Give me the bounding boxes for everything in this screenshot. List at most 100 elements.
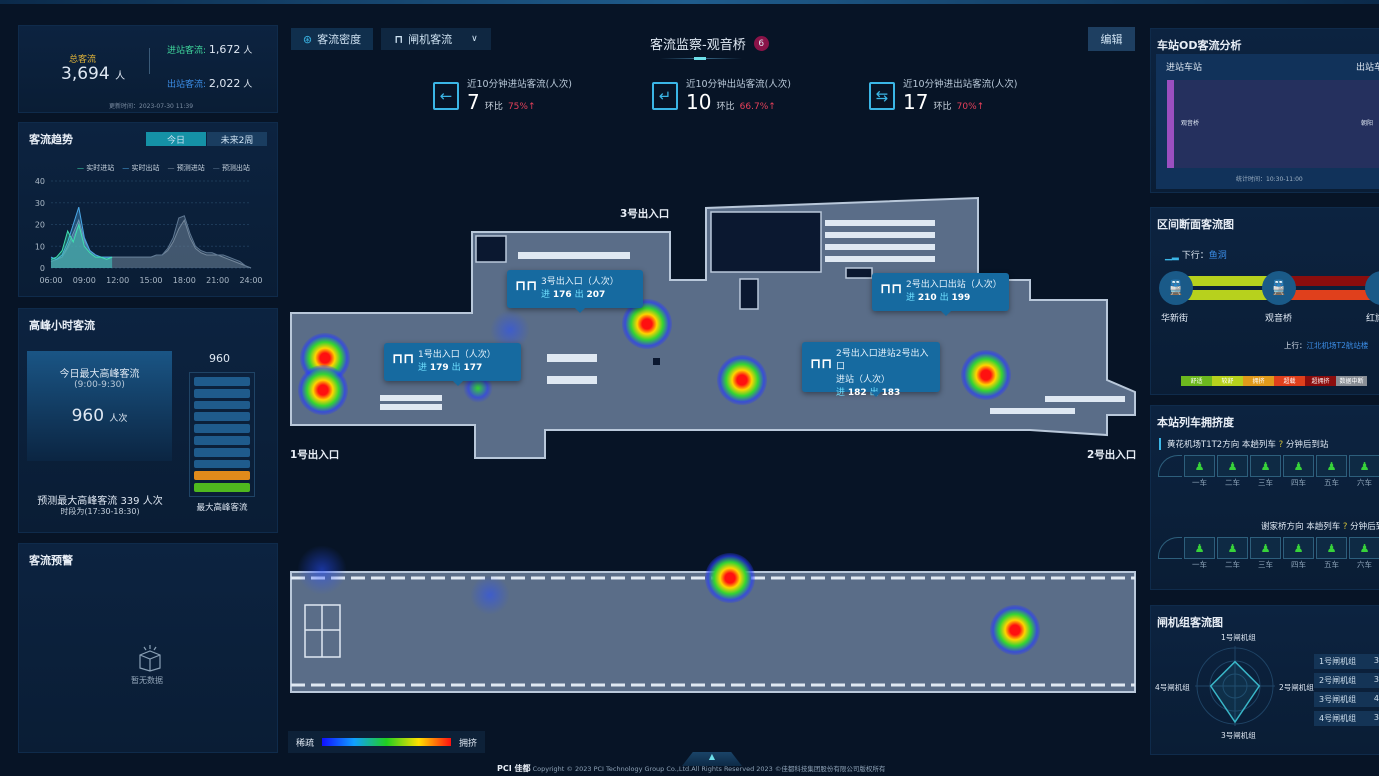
stat-total-value: 17 — [903, 90, 929, 114]
crowd-legend: 舒适 较舒 拥挤 超载 超拥挤 数据中断 — [1181, 376, 1367, 386]
crowd-title: 本站列车拥挤度 — [1157, 416, 1234, 429]
crowd-panel: 本站列车拥挤度 黄花机场T1T2方向 本趟列车 ? 分钟后到站 ♟ 一车 ♟ 二车 ♟ 三… — [1150, 405, 1379, 590]
y-tick-label: 0 — [40, 264, 45, 273]
train-cars-dir1: ♟ 一车 ♟ 二车 ♟ 三车 ♟ 四车 ♟ 五车 ♟ 六车 — [1158, 455, 1379, 488]
density-button[interactable]: ⊛ 客流密度 — [291, 28, 373, 50]
radar-label: 2号闸机组 — [1279, 683, 1314, 692]
segment-bar — [1186, 290, 1281, 300]
train-car: ♟ 二车 — [1217, 537, 1248, 570]
train-station-icon[interactable]: 🚆 — [1262, 271, 1296, 305]
train-car: ♟ 一车 — [1184, 537, 1215, 570]
x-tick-label: 21:00 — [206, 276, 229, 285]
level-segment — [194, 435, 250, 445]
up-direction: 上行：江北机场T2航站楼 — [1284, 341, 1369, 350]
gate-icon: ⊓⊓ — [810, 356, 833, 372]
gate-row: 2号闸机组 3 — [1314, 673, 1379, 688]
series-line — [50, 222, 113, 260]
divider — [149, 48, 150, 74]
y-tick-label: 20 — [35, 221, 45, 230]
gates-panel: 闸机组客流图 1号闸机组 2号闸机组 3号闸机组 4号闸机组 1号闸机组 3 2号… — [1150, 605, 1379, 755]
legend-item[interactable]: — 实时出站 — [122, 164, 160, 172]
tooltip-exit-2-out[interactable]: ⊓⊓ 2号出入口出站（人次）进 210 出 199 — [872, 273, 1009, 316]
person-icon: ♟ — [1184, 537, 1215, 559]
today-peak-card: 今日最大高峰客流 (9:00-9:30) 960 人次 — [27, 351, 172, 461]
heat-spot — [990, 605, 1040, 655]
tooltip-exit-1[interactable]: ⊓⊓ 1号出入口（人次）进 179 出 177 — [384, 343, 521, 386]
legend-swatch: 舒适 — [1181, 376, 1212, 386]
gate-icon: ⊓⊓ — [515, 278, 538, 294]
tab-next-2-weeks[interactable]: 未来2周 — [207, 132, 267, 146]
y-tick-label: 10 — [35, 242, 45, 251]
stat-in: ← 近10分钟进站客流(人次) 7 环比 75%↑ — [433, 76, 572, 114]
today-peak-value: 960 人次 — [71, 406, 128, 426]
heat-legend: 稀疏 拥挤 — [288, 731, 485, 753]
radar-shape — [1209, 660, 1261, 724]
gate-row: 4号闸机组 3 — [1314, 711, 1379, 726]
level-segment — [194, 471, 250, 481]
alert-badge[interactable]: 6 — [753, 36, 769, 51]
in-out-icon: ⇆ — [869, 82, 895, 110]
x-tick-label: 15:00 — [139, 276, 162, 285]
level-segment — [194, 459, 250, 469]
out-flow: 出站客流: 2,022 人 — [167, 77, 253, 90]
legend-item[interactable]: — 预测进站 — [167, 164, 205, 172]
trend-panel: 客流趋势 今日 未来2周 — 实时进站 — 实时出站 — 预测进站 — 预测出站 0 1… — [18, 122, 278, 297]
tooltip-exit-2-in[interactable]: ⊓⊓ 2号出入口进站2号出入口 进站（人次）进 182 出 183 — [802, 342, 940, 398]
legend-item[interactable]: — 预测出站 — [212, 164, 250, 172]
heat-spot — [961, 350, 1011, 400]
gate-row: 1号闸机组 3 — [1314, 654, 1379, 669]
legend-swatch: 超载 — [1274, 376, 1305, 386]
gate-icon: ⊓ — [394, 32, 404, 46]
train-station-icon[interactable] — [1365, 271, 1379, 305]
station-label: 红旗 — [1366, 314, 1379, 324]
person-icon: ♟ — [1283, 537, 1314, 559]
tab-today[interactable]: 今日 — [146, 132, 206, 146]
forecast-peak: 预测最大高峰客流 339 人次 — [37, 496, 163, 507]
gate-row: 3号闸机组 4 — [1314, 692, 1379, 707]
tooltip-exit-3[interactable]: ⊓⊓ 3号出入口（人次）进 176 出 207 — [507, 270, 643, 313]
heat-spot — [470, 575, 510, 615]
dir2-label: 谢家桥方向 本趟列车 ? 分钟后到站 — [1261, 522, 1379, 532]
gate-flow-select[interactable]: ⊓ 闸机客流 ∨ — [381, 28, 491, 50]
empty-text: 暂无数据 — [131, 676, 163, 685]
person-icon: ♟ — [1250, 455, 1281, 477]
total-label: 总客流 — [69, 55, 97, 65]
train-car: ♟ 三车 — [1250, 455, 1281, 488]
person-icon: ♟ — [1316, 455, 1347, 477]
chart-legend: — 实时进站 — 实时出站 — 预测进站 — 预测出站 — [77, 163, 250, 173]
radar-label: 1号闸机组 — [1221, 633, 1256, 642]
enter-icon: ← — [433, 82, 459, 110]
level-segment — [194, 483, 250, 492]
stat-out-value: 10 — [686, 90, 712, 114]
y-tick-label: 30 — [35, 199, 45, 208]
od-out-station: 朝阳 — [1361, 120, 1374, 127]
exit-icon: ↵ — [652, 82, 678, 110]
od-station-bar — [1167, 80, 1174, 168]
exit-2-label: 2号出入口 — [1087, 449, 1137, 461]
warning-title: 客流预警 — [29, 554, 73, 567]
train-station-icon[interactable]: 🚆 — [1159, 271, 1193, 305]
expand-up-button[interactable]: ▲ — [682, 752, 742, 766]
chevron-down-icon: ∨ — [471, 34, 478, 44]
title-indicator — [694, 57, 706, 60]
heat-spot — [297, 545, 347, 595]
dir1-label: 黄花机场T1T2方向 本趟列车 ? 分钟后到站 — [1159, 438, 1328, 450]
empty-box-icon — [139, 645, 161, 672]
x-tick-label: 12:00 — [106, 276, 129, 285]
legend-item[interactable]: — 实时进站 — [77, 164, 115, 172]
person-icon: ♟ — [1316, 537, 1347, 559]
train-car: ♟ 六车 — [1349, 537, 1379, 570]
train-car: ♟ 一车 — [1184, 455, 1215, 488]
train-cars-dir2: ♟ 一车 ♟ 二车 ♟ 三车 ♟ 四车 ♟ 五车 ♟ 六车 — [1158, 537, 1379, 570]
person-icon: ♟ — [1250, 537, 1281, 559]
train-car: ♟ 三车 — [1250, 537, 1281, 570]
od-stat-time: 统计时间：10:30-11:00 — [1236, 176, 1303, 183]
person-icon: ♟ — [1349, 537, 1379, 559]
station-label: 华新街 — [1161, 314, 1189, 324]
trend-chart: 0 10 20 30 40 06:00 09:00 12:00 15:00 18:00 21:00 2… — [35, 177, 263, 285]
segment-bar — [1291, 290, 1379, 300]
level-segment — [194, 412, 250, 422]
edit-button[interactable]: 编辑 — [1088, 27, 1135, 51]
stat-out-label: 近10分钟出站客流(人次) — [686, 79, 792, 90]
person-icon: ♟ — [1349, 455, 1379, 477]
